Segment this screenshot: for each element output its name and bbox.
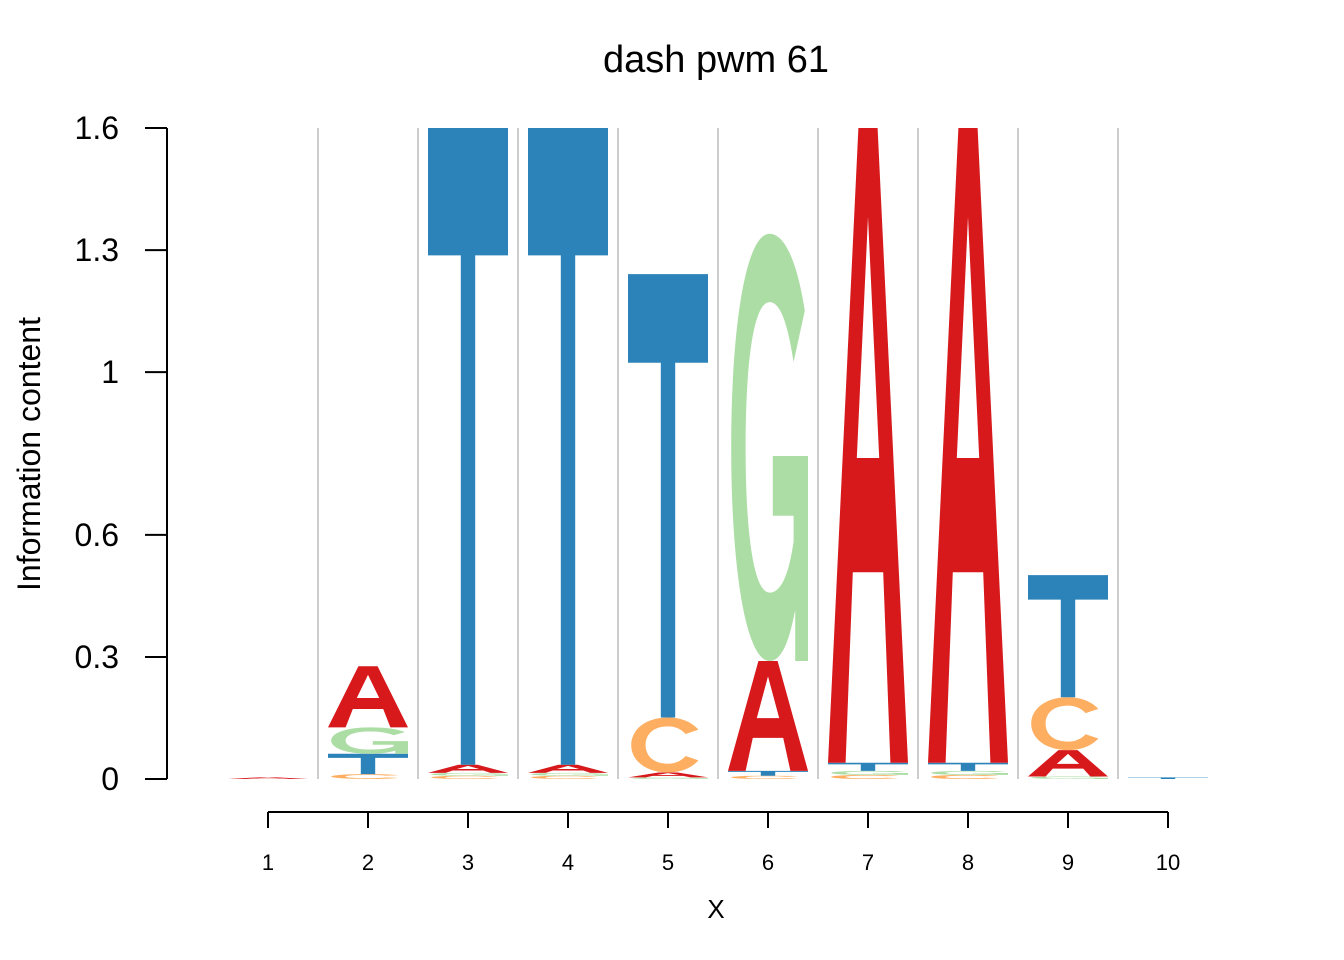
letter-c-pos-2: [331, 774, 399, 779]
letter-t-pos-2: [328, 753, 408, 775]
position-7-stack: [828, 128, 908, 779]
x-tick-label: 7: [862, 850, 874, 875]
letter-a-pos-9: [1028, 750, 1108, 777]
x-tick-label: 8: [962, 850, 974, 875]
letter-g-pos-9: [1031, 776, 1108, 779]
letter-c-pos-8: [931, 774, 999, 779]
letter-g-pos-7: [831, 770, 908, 775]
position-5-stack: [628, 274, 708, 779]
position-1-stack: [228, 777, 308, 779]
position-8-stack: [928, 128, 1008, 779]
letter-t-pos-8: [928, 762, 1008, 771]
x-tick-label: 5: [662, 850, 674, 875]
letter-c-pos-6: [731, 775, 799, 779]
x-tick-label: 10: [1156, 850, 1180, 875]
letter-g-pos-8: [931, 770, 1008, 775]
y-axis: 0 0.3 0.6 1 1.3 1.6: [75, 110, 168, 797]
x-axis-label: X: [707, 894, 724, 924]
letter-g-pos-2: [331, 727, 408, 754]
y-tick-label: 1.6: [75, 110, 119, 146]
position-6-stack: [728, 233, 808, 779]
chart-title: dash pwm 61: [603, 39, 829, 81]
letter-t-pos-10: [1128, 777, 1208, 779]
y-tick-label: 0.6: [75, 517, 119, 553]
letter-g-pos-6: [731, 233, 808, 662]
position-3-stack: [428, 128, 508, 779]
letter-c-pos-7: [831, 774, 899, 779]
x-tick-label: 4: [562, 850, 574, 875]
letter-g-pos-5: [631, 777, 708, 779]
letter-a-pos-7: [828, 128, 908, 763]
letter-t-pos-4: [528, 128, 608, 765]
y-axis-label: Information content: [11, 317, 47, 591]
y-tick-label: 0: [101, 761, 119, 797]
letter-t-pos-7: [828, 762, 908, 771]
letter-a-pos-3: [428, 764, 508, 773]
letter-t-pos-6: [728, 770, 808, 776]
letter-g-pos-4: [531, 772, 608, 776]
y-tick-label: 0.3: [75, 639, 119, 675]
position-separators: [317, 128, 1119, 779]
letter-a-pos-4: [528, 764, 608, 773]
x-tick-label: 2: [362, 850, 374, 875]
letter-a-pos-8: [928, 128, 1008, 763]
x-axis: 1 2 3 4 5 6 7 8 9 10: [262, 811, 1180, 875]
letter-t-pos-3: [428, 128, 508, 765]
letter-c-pos-4: [531, 775, 599, 779]
letter-a-pos-6: [728, 661, 808, 771]
letter-a-pos-5: [628, 772, 708, 778]
x-tick-label: 1: [262, 850, 274, 875]
letter-g-pos-3: [431, 772, 508, 776]
letter-c-pos-9: [1031, 697, 1099, 751]
x-tick-label: 6: [762, 850, 774, 875]
letter-t-pos-5: [628, 274, 708, 718]
letter-c-pos-3: [431, 775, 499, 779]
position-10-stack: [1128, 777, 1208, 779]
letter-c-pos-5: [631, 717, 699, 773]
position-2-stack: [328, 666, 408, 779]
letter-t-pos-9: [1028, 575, 1108, 698]
letter-a-pos-2: [328, 666, 408, 728]
letter-a-pos-1: [228, 777, 308, 779]
logo-stacks: [228, 128, 1208, 779]
x-tick-label: 9: [1062, 850, 1074, 875]
position-4-stack: [528, 128, 608, 779]
y-tick-label: 1: [101, 354, 119, 390]
x-tick-label: 3: [462, 850, 474, 875]
y-tick-label: 1.3: [75, 232, 119, 268]
position-9-stack: [1028, 575, 1108, 779]
